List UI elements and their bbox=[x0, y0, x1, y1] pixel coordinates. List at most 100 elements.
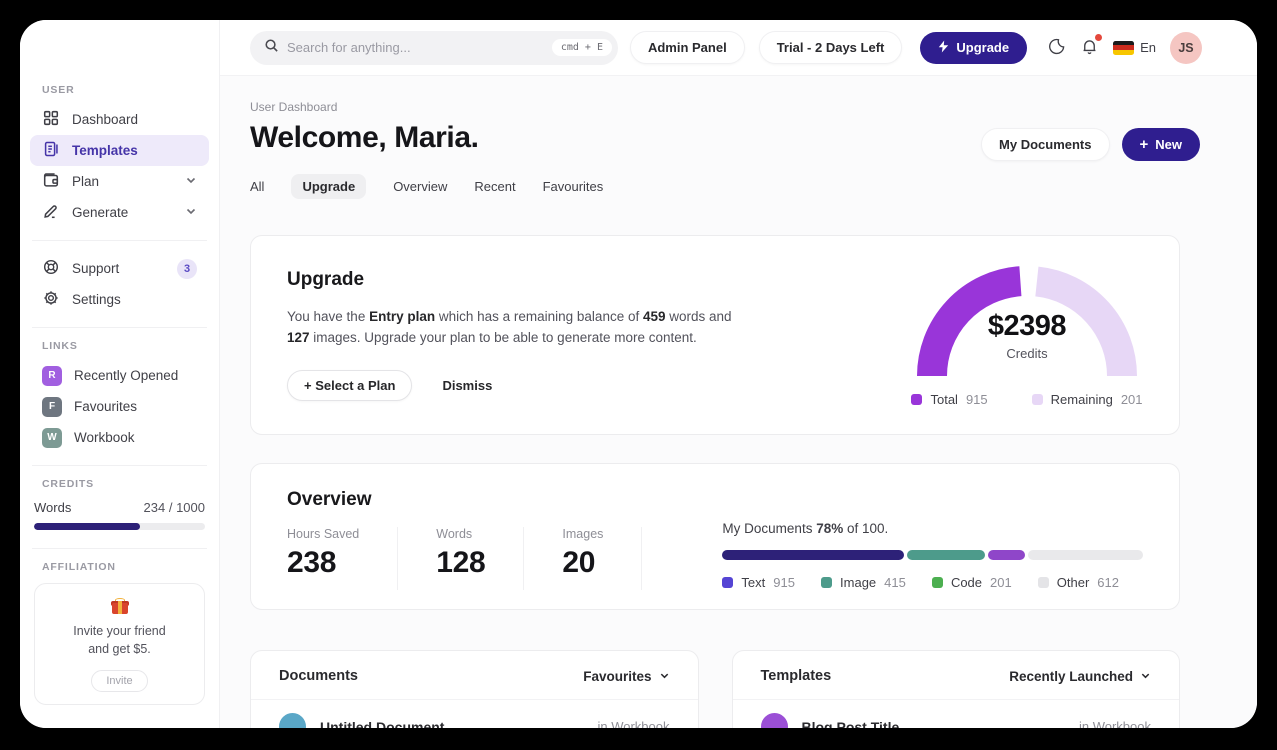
documents-progress-title: My Documents 78% of 100. bbox=[722, 521, 889, 536]
breadcrumb: User Dashboard bbox=[250, 100, 338, 114]
search-shortcut-badge: cmd + E bbox=[551, 39, 612, 56]
documents-filter-dropdown[interactable]: Favourites bbox=[583, 669, 669, 684]
bar-segment-code bbox=[987, 550, 1025, 560]
sidebar: USER Dashboard Templates Plan Generate bbox=[20, 20, 220, 728]
progress-legend: Text 915 Image 415 Code 20 bbox=[722, 575, 1143, 590]
credits-progress-track bbox=[34, 523, 205, 530]
documents-progress-block: My Documents 78% of 100. Text 915 bbox=[722, 521, 1143, 590]
legend-swatch bbox=[1037, 577, 1049, 588]
new-button[interactable]: + New bbox=[1121, 128, 1200, 161]
legend-swatch bbox=[911, 394, 923, 405]
invite-button[interactable]: Invite bbox=[91, 670, 148, 693]
dark-mode-toggle[interactable] bbox=[1047, 37, 1066, 59]
bar-segment-other bbox=[1027, 550, 1143, 560]
link-initial-chip: F bbox=[42, 396, 62, 417]
gauge-value: $2398 bbox=[987, 310, 1067, 342]
upgrade-card-body: You have the Entry plan which has a rema… bbox=[287, 309, 732, 345]
credits-progress-fill bbox=[34, 523, 141, 530]
sidebar-divider bbox=[32, 548, 207, 549]
templates-card: Templates Recently Launched Blog Post Ti… bbox=[731, 650, 1180, 728]
tab-upgrade[interactable]: Upgrade bbox=[291, 174, 367, 199]
sidebar-item-label: Generate bbox=[72, 205, 129, 220]
notification-dot bbox=[1095, 33, 1103, 41]
credits-words-label: Words bbox=[34, 500, 72, 515]
sidebar-item-label: Plan bbox=[72, 174, 100, 189]
sidebar-divider bbox=[32, 327, 207, 328]
documents-card-title: Documents bbox=[279, 668, 358, 684]
sidebar-item-label: Templates bbox=[72, 143, 138, 158]
legend-item-code: Code 201 bbox=[931, 575, 1012, 590]
bar-segment-image bbox=[906, 550, 985, 560]
stat-images: Images 20 bbox=[562, 527, 643, 590]
credits-gauge: $2398 Credits Total 915 Remaining bbox=[911, 262, 1143, 407]
sidebar-item-label: Dashboard bbox=[72, 112, 139, 127]
credits-words-value: 234 / 1000 bbox=[143, 500, 205, 515]
sidebar-item-dashboard[interactable]: Dashboard bbox=[30, 104, 209, 135]
sidebar-section-affiliation: AFFILIATION bbox=[42, 561, 116, 573]
my-documents-button[interactable]: My Documents bbox=[981, 128, 1110, 161]
moon-icon bbox=[1047, 37, 1066, 59]
sidebar-link-workbook[interactable]: W Workbook bbox=[30, 422, 209, 453]
sidebar-item-templates[interactable]: Templates bbox=[30, 135, 209, 166]
search-input[interactable] bbox=[287, 40, 544, 55]
legend-item-remaining: Remaining 201 bbox=[1031, 392, 1143, 407]
sidebar-divider bbox=[32, 240, 207, 241]
user-avatar[interactable]: JS bbox=[1170, 31, 1202, 64]
templates-filter-dropdown[interactable]: Recently Launched bbox=[1009, 669, 1151, 684]
upgrade-button[interactable]: Upgrade bbox=[920, 31, 1028, 64]
app-window: USER Dashboard Templates Plan Generate bbox=[20, 20, 1257, 728]
language-selector[interactable]: En bbox=[1113, 40, 1156, 55]
upgrade-card-title: Upgrade bbox=[287, 269, 365, 290]
document-list-item[interactable]: Untitled Document in Workbook bbox=[251, 700, 698, 728]
documents-card: Documents Favourites Untitled Document i… bbox=[250, 650, 699, 728]
template-title: Blog Post Title bbox=[801, 718, 900, 729]
sidebar-item-generate[interactable]: Generate bbox=[30, 197, 209, 228]
legend-item-other: Other 612 bbox=[1037, 575, 1119, 590]
template-list-item[interactable]: Blog Post Title in Workbook bbox=[733, 700, 1180, 728]
sidebar-item-support[interactable]: Support 3 bbox=[30, 253, 209, 284]
pencil-icon bbox=[42, 202, 60, 223]
topbar: cmd + E Admin Panel Trial - 2 Days Left … bbox=[220, 20, 1257, 76]
sidebar-link-recently-opened[interactable]: R Recently Opened bbox=[30, 360, 209, 391]
chevron-down-icon bbox=[1140, 669, 1151, 684]
sidebar-link-favourites[interactable]: F Favourites bbox=[30, 391, 209, 422]
admin-panel-button[interactable]: Admin Panel bbox=[629, 31, 745, 64]
sidebar-divider bbox=[32, 465, 207, 466]
notifications-button[interactable] bbox=[1080, 33, 1103, 59]
search-bar[interactable]: cmd + E bbox=[250, 30, 618, 65]
language-label: En bbox=[1140, 40, 1156, 55]
lifebuoy-icon bbox=[42, 258, 60, 279]
sidebar-item-plan[interactable]: Plan bbox=[30, 166, 209, 197]
dashboard-grid-icon bbox=[42, 109, 60, 130]
sidebar-item-label: Support bbox=[72, 261, 120, 276]
document-location: in Workbook bbox=[597, 719, 670, 728]
sidebar-item-settings[interactable]: Settings bbox=[30, 284, 209, 315]
tab-favourites[interactable]: Favourites bbox=[542, 179, 604, 194]
bar-segment-text bbox=[722, 550, 904, 560]
sidebar-item-label: Favourites bbox=[74, 399, 138, 414]
gift-icon bbox=[110, 598, 129, 614]
select-plan-button[interactable]: + Select a Plan bbox=[287, 369, 413, 401]
tab-recent[interactable]: Recent bbox=[474, 179, 516, 194]
sidebar-item-label: Recently Opened bbox=[74, 368, 179, 383]
overview-card: Overview Hours Saved 238 Words 128 Image… bbox=[250, 463, 1180, 610]
stat-words: Words 128 bbox=[436, 527, 525, 590]
legend-item-total: Total 915 bbox=[911, 392, 988, 407]
document-title: Untitled Document bbox=[320, 718, 445, 729]
legend-item-image: Image 415 bbox=[821, 575, 906, 590]
tab-all[interactable]: All bbox=[250, 179, 265, 194]
chevron-down-icon bbox=[185, 174, 197, 189]
sidebar-item-label: Settings bbox=[72, 292, 121, 307]
dismiss-button[interactable]: Dismiss bbox=[442, 377, 493, 393]
templates-document-icon bbox=[42, 140, 60, 161]
affiliation-text-line1: Invite your friend bbox=[73, 624, 166, 638]
wallet-icon bbox=[42, 171, 60, 192]
stacked-progress-bar bbox=[722, 550, 1143, 560]
german-flag-icon bbox=[1113, 40, 1135, 55]
gauge-legend: Total 915 Remaining 201 bbox=[911, 392, 1143, 407]
upgrade-card: Upgrade You have the Entry plan which ha… bbox=[250, 235, 1180, 435]
templates-card-title: Templates bbox=[760, 668, 832, 684]
document-avatar bbox=[279, 713, 306, 728]
tab-overview[interactable]: Overview bbox=[393, 179, 448, 194]
trial-status-badge[interactable]: Trial - 2 Days Left bbox=[758, 31, 903, 64]
